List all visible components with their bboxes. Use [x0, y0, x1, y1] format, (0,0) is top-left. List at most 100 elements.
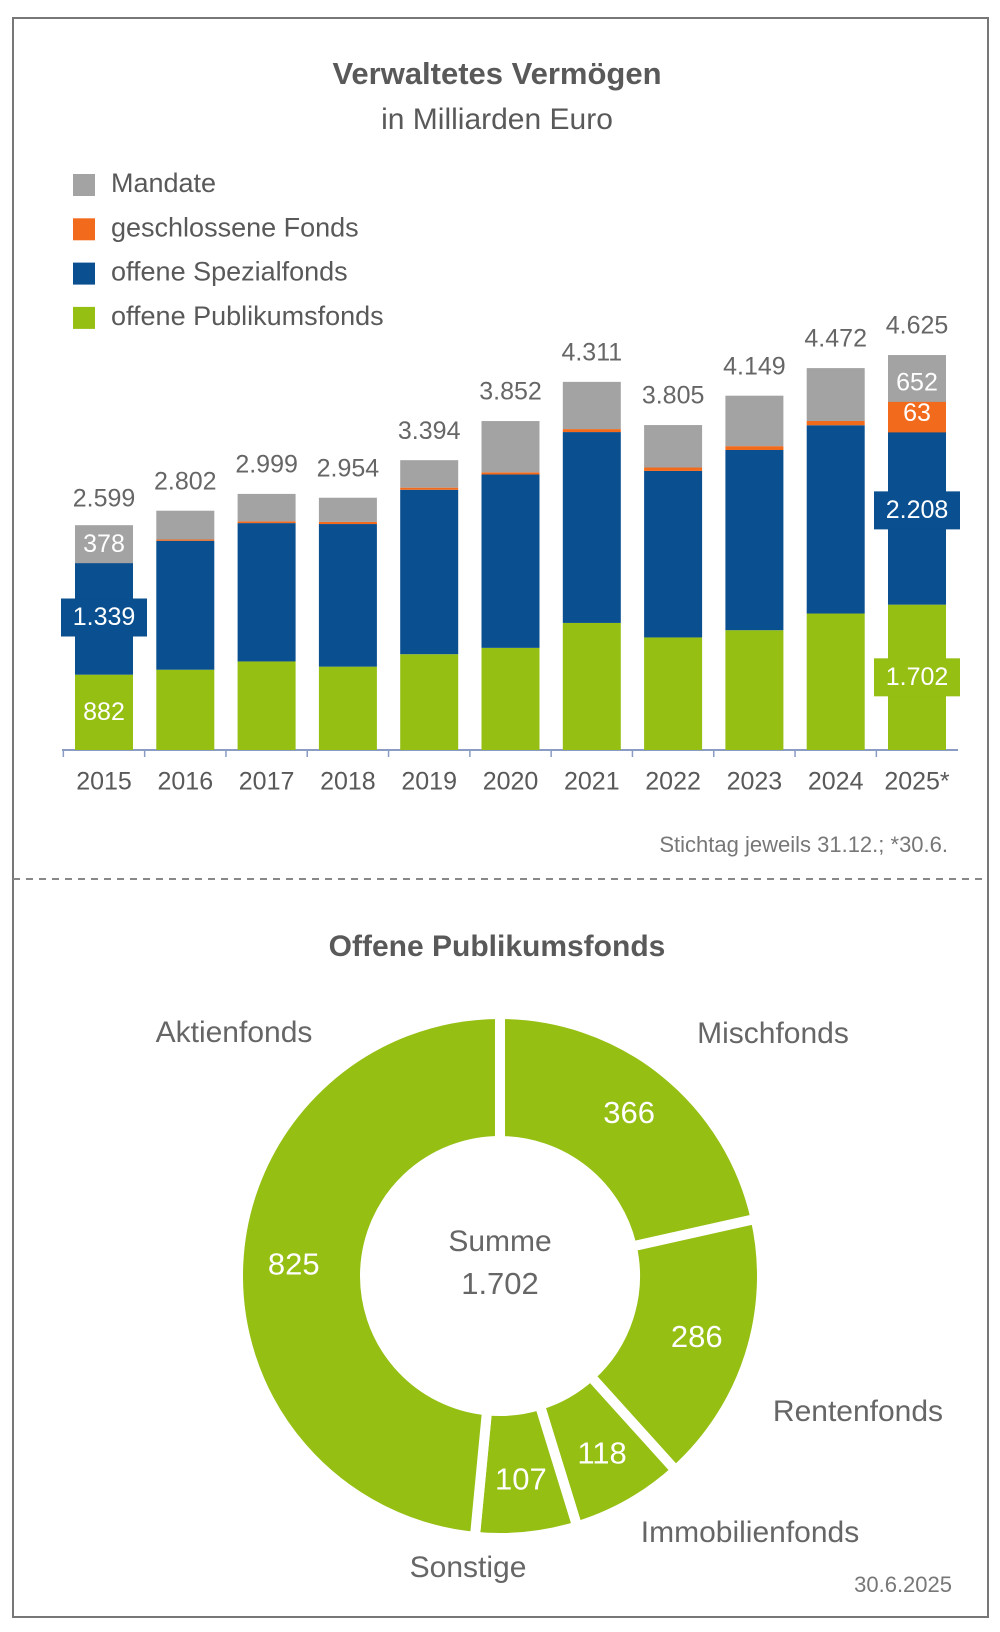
legend-swatch	[73, 218, 95, 241]
value-label-box	[874, 658, 960, 697]
donut-slice	[495, 1008, 762, 1253]
bar-segment	[318, 521, 377, 525]
total-label: 3.805	[642, 382, 705, 410]
bar-segment	[481, 647, 540, 750]
note: 30.6.2025	[854, 1572, 952, 1597]
legend-label: offene Publikumsfonds	[111, 301, 384, 331]
bar-segment	[237, 493, 296, 522]
total-label: 4.472	[804, 325, 867, 353]
value-label: 882	[83, 698, 125, 726]
bar-segment	[237, 521, 296, 524]
frame	[12, 17, 989, 1618]
bar-segment	[481, 421, 540, 473]
value-label-box	[75, 525, 133, 564]
bar-segment	[644, 637, 703, 750]
category-label: Aktienfonds	[156, 1016, 313, 1049]
legend-swatch	[73, 262, 95, 285]
value-label-box	[874, 491, 960, 530]
value-label: 1.702	[886, 663, 949, 691]
center-value: 1.702	[461, 1266, 539, 1301]
bar-segment	[562, 381, 621, 430]
bar-segment	[562, 429, 621, 433]
total-label: 4.625	[886, 312, 949, 340]
bar-segment	[156, 510, 215, 540]
bar-segment	[806, 613, 865, 750]
x-tick-label: 2020	[483, 768, 539, 796]
category-label: Sonstige	[410, 1551, 527, 1584]
bar-segment	[156, 669, 215, 750]
bar-segment	[237, 661, 296, 750]
bar-segment	[237, 523, 296, 662]
legend-swatch	[73, 174, 95, 196]
value-label-box	[61, 598, 147, 637]
bar-segment	[481, 474, 540, 648]
note: Stichtag jeweils 31.12.; *30.6.	[659, 832, 948, 857]
total-label: 4.311	[561, 338, 622, 366]
chart-subtitle: in Milliarden Euro	[381, 103, 613, 136]
bar-segment	[562, 622, 621, 750]
x-tick-label: 2019	[401, 768, 457, 796]
slice-label: 825	[268, 1246, 320, 1281]
bar-segment	[481, 472, 540, 475]
legend-label: geschlossene Fonds	[111, 212, 359, 242]
value-label-box	[888, 363, 946, 402]
legend-label: Mandate	[111, 168, 216, 198]
chart-title: Verwaltetes Vermögen	[332, 56, 661, 91]
slice-label: 107	[495, 1462, 547, 1497]
x-tick-label: 2017	[239, 768, 295, 796]
total-label: 2.954	[317, 454, 380, 482]
total-label: 2.599	[73, 485, 136, 513]
donut-slice	[233, 1008, 505, 1543]
value-label-box	[75, 693, 133, 732]
total-label: 3.852	[479, 378, 542, 406]
value-label: 378	[83, 530, 125, 558]
bar-segment	[400, 654, 459, 750]
donut-slice	[583, 1212, 767, 1478]
total-label: 3.394	[398, 417, 461, 445]
x-tick-label: 2018	[320, 768, 376, 796]
bar-segment	[156, 540, 215, 670]
bar-segment	[644, 425, 703, 468]
bar-segment	[806, 420, 865, 426]
bar-segment	[562, 432, 621, 623]
slice-label: 118	[577, 1436, 626, 1471]
value-label: 2.208	[886, 496, 949, 524]
x-tick-label: 2022	[645, 768, 701, 796]
bar-segment	[318, 497, 377, 522]
x-tick-label: 2021	[564, 768, 620, 796]
center-title: Summe	[448, 1225, 551, 1258]
bar-segment	[400, 487, 459, 490]
bar-segment	[725, 446, 784, 450]
bar-segment	[318, 666, 377, 750]
bar-segment	[806, 368, 865, 421]
total-label: 2.802	[154, 467, 217, 495]
total-label: 2.999	[235, 451, 298, 479]
bar-segment	[644, 470, 703, 638]
category-label: Immobilienfonds	[641, 1516, 859, 1549]
x-tick-label: 2023	[727, 768, 783, 796]
bar-segment	[725, 395, 784, 447]
category-label: Mischfonds	[697, 1017, 849, 1050]
slice-label: 286	[671, 1319, 723, 1354]
x-tick-label: 2025*	[884, 768, 950, 796]
slice-label: 366	[603, 1095, 655, 1130]
bar-segment	[400, 489, 459, 655]
bar-segment	[806, 425, 865, 614]
bar-segment	[644, 467, 703, 471]
legend-swatch	[73, 306, 95, 329]
bar-segment	[318, 524, 377, 667]
bar-segment	[400, 460, 459, 488]
value-label: 1.339	[73, 603, 136, 631]
x-tick-label: 2016	[157, 768, 213, 796]
bar-segment	[725, 450, 784, 631]
chart-title: Offene Publikumsfonds	[329, 930, 666, 963]
bar-segment	[725, 630, 784, 750]
x-tick-label: 2015	[76, 768, 132, 796]
value-label: 63	[903, 399, 931, 427]
total-label: 4.149	[723, 352, 786, 380]
value-label: 652	[896, 368, 938, 396]
category-label: Rentenfonds	[773, 1395, 943, 1428]
legend-label: offene Spezialfonds	[111, 257, 348, 287]
x-tick-label: 2024	[808, 768, 864, 796]
